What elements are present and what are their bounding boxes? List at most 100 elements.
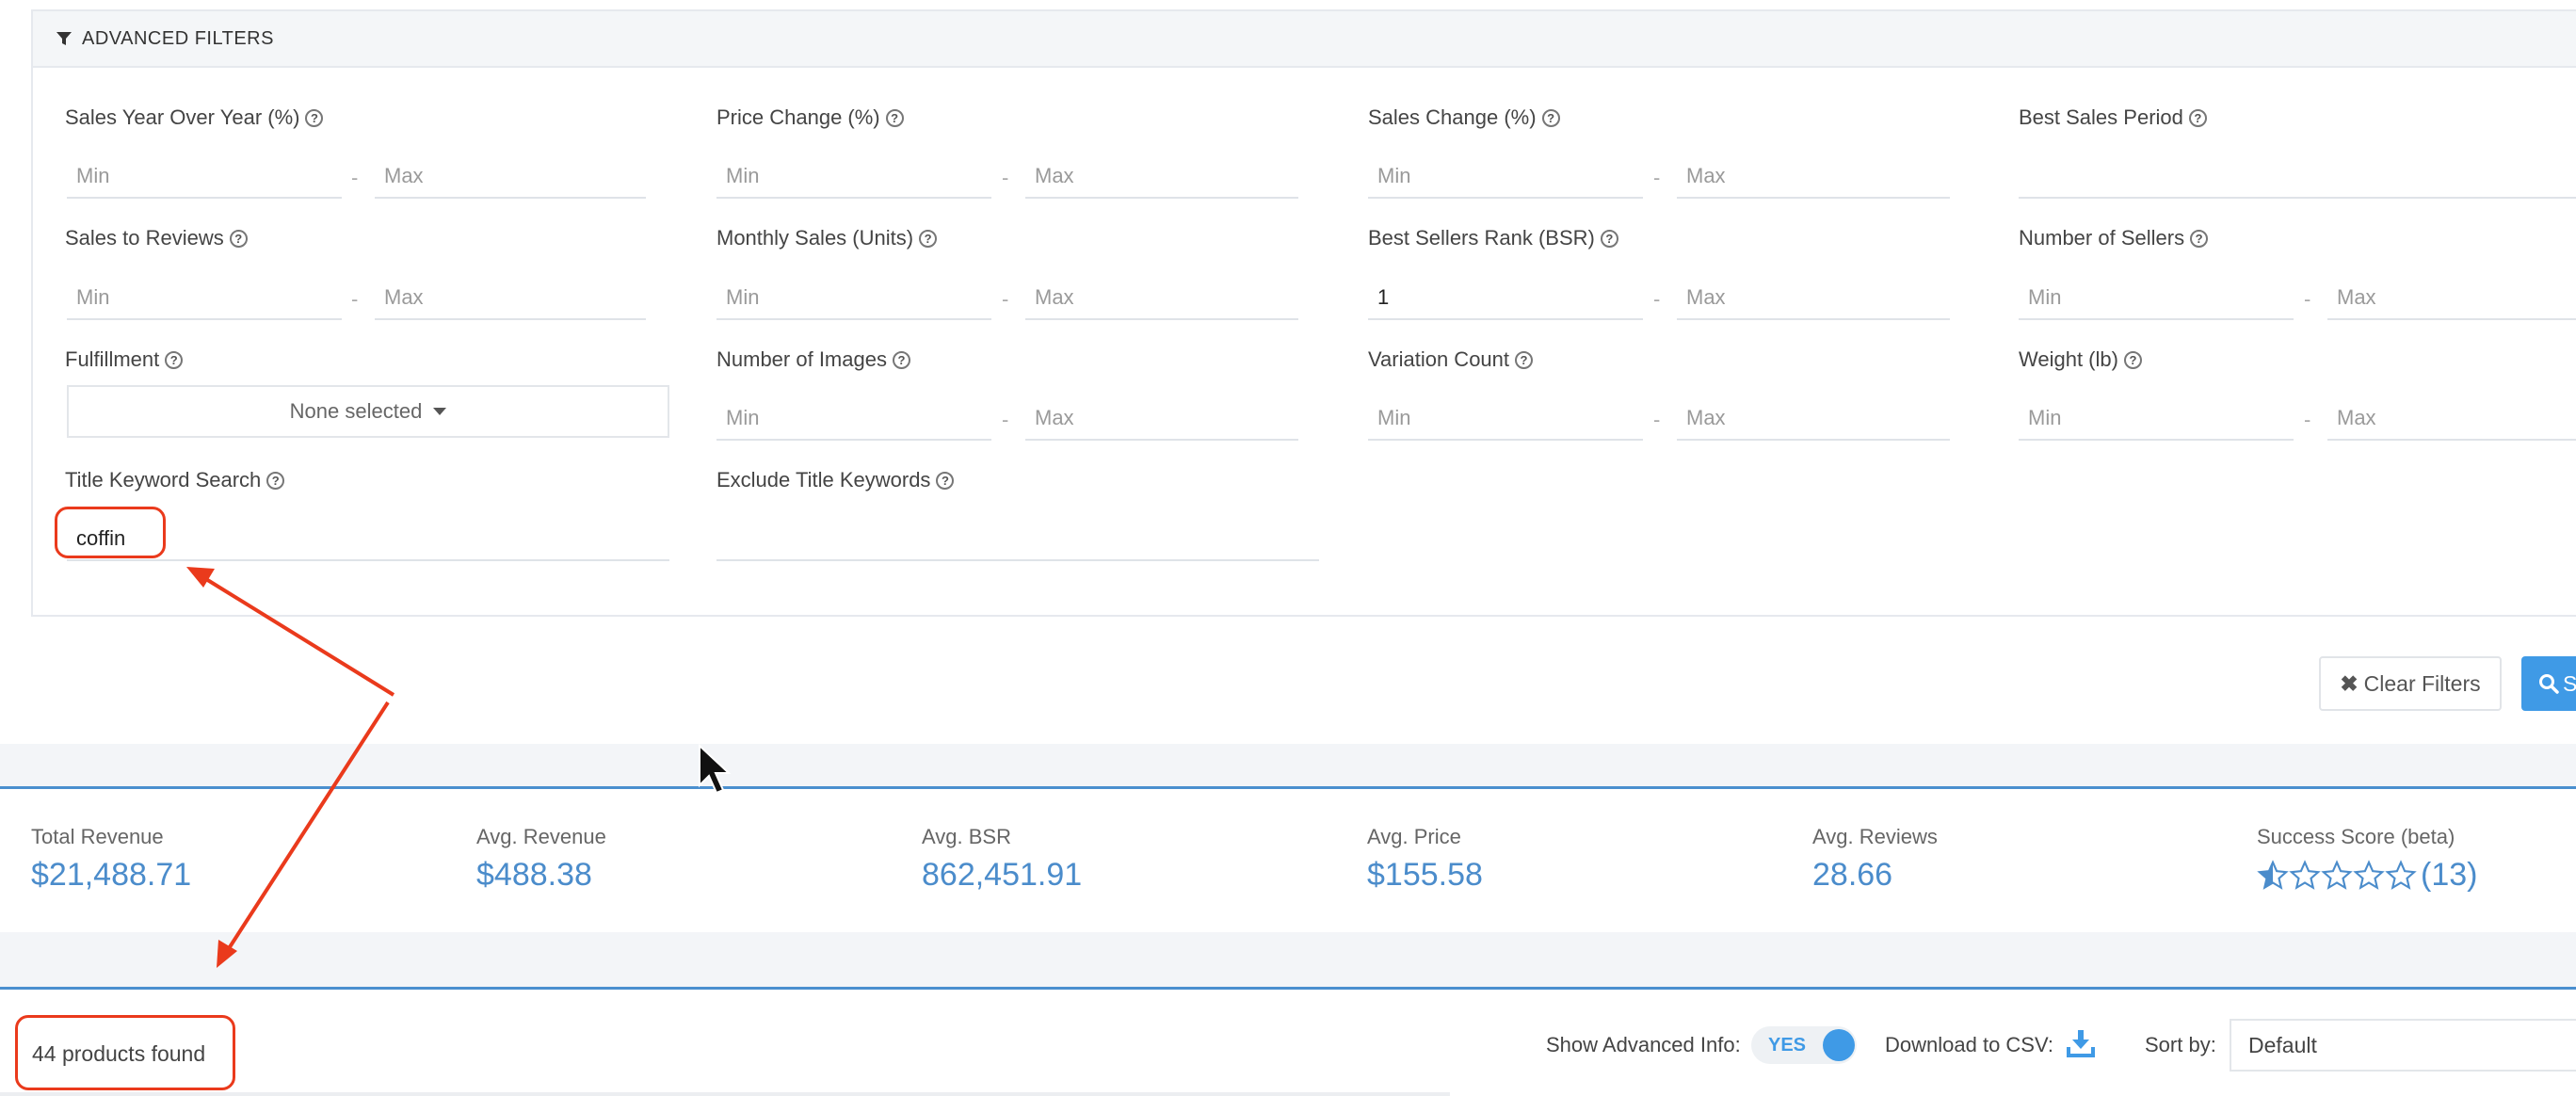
stat-value-avg-reviews: 28.66 — [1812, 857, 1893, 893]
results-highlight-annotation — [15, 1015, 235, 1090]
title-keyword-label: Title Keyword Search? — [65, 468, 285, 492]
variation-count-min-input[interactable] — [1368, 397, 1643, 441]
toggle-knob — [1823, 1029, 1855, 1061]
help-icon[interactable]: ? — [229, 229, 248, 248]
help-icon[interactable]: ? — [936, 471, 955, 490]
monthly-sales-min-input[interactable] — [716, 277, 991, 320]
star-empty-icon — [2321, 859, 2353, 890]
section-divider — [0, 744, 2576, 786]
search-button-label: S — [2563, 670, 2576, 696]
weight-min-input[interactable] — [2019, 397, 2294, 441]
help-icon[interactable]: ? — [305, 108, 324, 127]
clear-filters-label: Clear Filters — [2363, 670, 2481, 696]
stat-label-avg-revenue: Avg. Revenue — [476, 825, 606, 848]
advanced-filters-title: ADVANCED FILTERS — [82, 27, 274, 49]
success-score-count: (13) — [2421, 857, 2478, 893]
advanced-filters-panel: ADVANCED FILTERS Sales Year Over Year (%… — [31, 9, 2576, 617]
range-dash: - — [1653, 287, 1661, 311]
best-sales-period-label: Best Sales Period? — [2019, 105, 2207, 130]
range-dash: - — [1002, 287, 1009, 311]
weight-max-input[interactable] — [2327, 397, 2576, 441]
sales-to-reviews-label: Sales to Reviews? — [65, 226, 248, 250]
bsr-max-input[interactable] — [1677, 277, 1950, 320]
price-change-min-input[interactable] — [716, 155, 991, 199]
num-sellers-label: Number of Sellers? — [2019, 226, 2209, 250]
funnel-icon — [56, 32, 72, 45]
sales-change-label: Sales Change (%)? — [1368, 105, 1560, 130]
star-empty-icon — [2353, 859, 2385, 890]
help-icon[interactable]: ? — [266, 471, 285, 490]
show-advanced-info-toggle[interactable]: YES — [1751, 1026, 1857, 1064]
advanced-filters-header[interactable]: ADVANCED FILTERS — [33, 11, 2576, 68]
variation-count-max-input[interactable] — [1677, 397, 1950, 441]
bsr-label: Best Sellers Rank (BSR)? — [1368, 226, 1618, 250]
exclude-keywords-input[interactable] — [716, 518, 1319, 561]
title-keyword-input[interactable] — [67, 518, 669, 561]
price-change-max-input[interactable] — [1025, 155, 1298, 199]
section-divider — [0, 932, 2576, 987]
price-change-label: Price Change (%)? — [716, 105, 904, 130]
table-top-border — [0, 1092, 1450, 1096]
stat-label-avg-reviews: Avg. Reviews — [1812, 825, 1938, 848]
help-icon[interactable]: ? — [885, 108, 904, 127]
stat-value-avg-bsr: 862,451.91 — [922, 857, 1083, 893]
num-images-label: Number of Images? — [716, 347, 910, 372]
sales-to-reviews-min-input[interactable] — [67, 277, 342, 320]
products-found-count: 44 products found — [32, 1041, 206, 1066]
range-dash: - — [1002, 408, 1009, 431]
range-dash: - — [2304, 408, 2311, 431]
fulfillment-select[interactable]: None selected — [67, 385, 669, 438]
keyword-highlight-annotation — [55, 507, 166, 558]
stat-label-success-score: Success Score (beta) — [2257, 825, 2455, 848]
sales-yoy-min-input[interactable] — [67, 155, 342, 199]
stat-value-avg-revenue: $488.38 — [476, 857, 592, 893]
help-icon[interactable]: ? — [2190, 229, 2209, 248]
best-sales-period-input[interactable] — [2019, 155, 2576, 199]
stat-label-avg-bsr: Avg. BSR — [922, 825, 1011, 848]
download-csv-label: Download to CSV: — [1885, 1033, 2053, 1056]
stat-label-total-revenue: Total Revenue — [31, 825, 164, 848]
bsr-min-input[interactable] — [1368, 277, 1643, 320]
range-dash: - — [1653, 408, 1661, 431]
exclude-keywords-label: Exclude Title Keywords? — [716, 468, 955, 492]
stats-top-border — [0, 786, 2576, 789]
help-icon[interactable]: ? — [1541, 108, 1560, 127]
range-dash: - — [2304, 287, 2311, 311]
sales-to-reviews-max-input[interactable] — [375, 277, 646, 320]
sales-yoy-max-input[interactable] — [375, 155, 646, 199]
monthly-sales-max-input[interactable] — [1025, 277, 1298, 320]
range-dash: - — [351, 166, 359, 189]
clear-filters-button[interactable]: ✖ Clear Filters — [2319, 656, 2502, 711]
help-icon[interactable]: ? — [165, 350, 184, 369]
sort-by-select[interactable]: Default — [2230, 1019, 2576, 1072]
help-icon[interactable]: ? — [919, 229, 938, 248]
help-icon[interactable]: ? — [892, 350, 910, 369]
search-icon — [2539, 674, 2559, 694]
num-images-min-input[interactable] — [716, 397, 991, 441]
help-icon[interactable]: ? — [2123, 350, 2142, 369]
sort-by-value: Default — [2248, 1032, 2317, 1057]
num-sellers-max-input[interactable] — [2327, 277, 2576, 320]
weight-label: Weight (lb)? — [2019, 347, 2142, 372]
range-dash: - — [1002, 166, 1009, 189]
sales-change-min-input[interactable] — [1368, 155, 1643, 199]
close-icon: ✖ — [2340, 670, 2359, 696]
download-icon[interactable] — [2066, 1028, 2096, 1058]
toggle-yes-label: YES — [1768, 1035, 1807, 1056]
fulfillment-select-value: None selected — [289, 399, 423, 423]
success-score-stars: (13) — [2257, 857, 2477, 894]
search-button[interactable]: S — [2521, 656, 2576, 711]
fulfillment-label: Fulfillment? — [65, 347, 184, 372]
star-empty-icon — [2385, 859, 2417, 890]
stat-value-total-revenue: $21,488.71 — [31, 857, 192, 893]
sort-by-label: Sort by: — [2145, 1033, 2216, 1056]
help-icon[interactable]: ? — [1515, 350, 1534, 369]
num-images-max-input[interactable] — [1025, 397, 1298, 441]
sales-change-max-input[interactable] — [1677, 155, 1950, 199]
help-icon[interactable]: ? — [1600, 229, 1618, 248]
num-sellers-min-input[interactable] — [2019, 277, 2294, 320]
star-half-icon — [2257, 859, 2289, 890]
show-advanced-info-label: Show Advanced Info: — [1546, 1033, 1741, 1056]
range-dash: - — [351, 287, 359, 311]
help-icon[interactable]: ? — [2188, 108, 2207, 127]
